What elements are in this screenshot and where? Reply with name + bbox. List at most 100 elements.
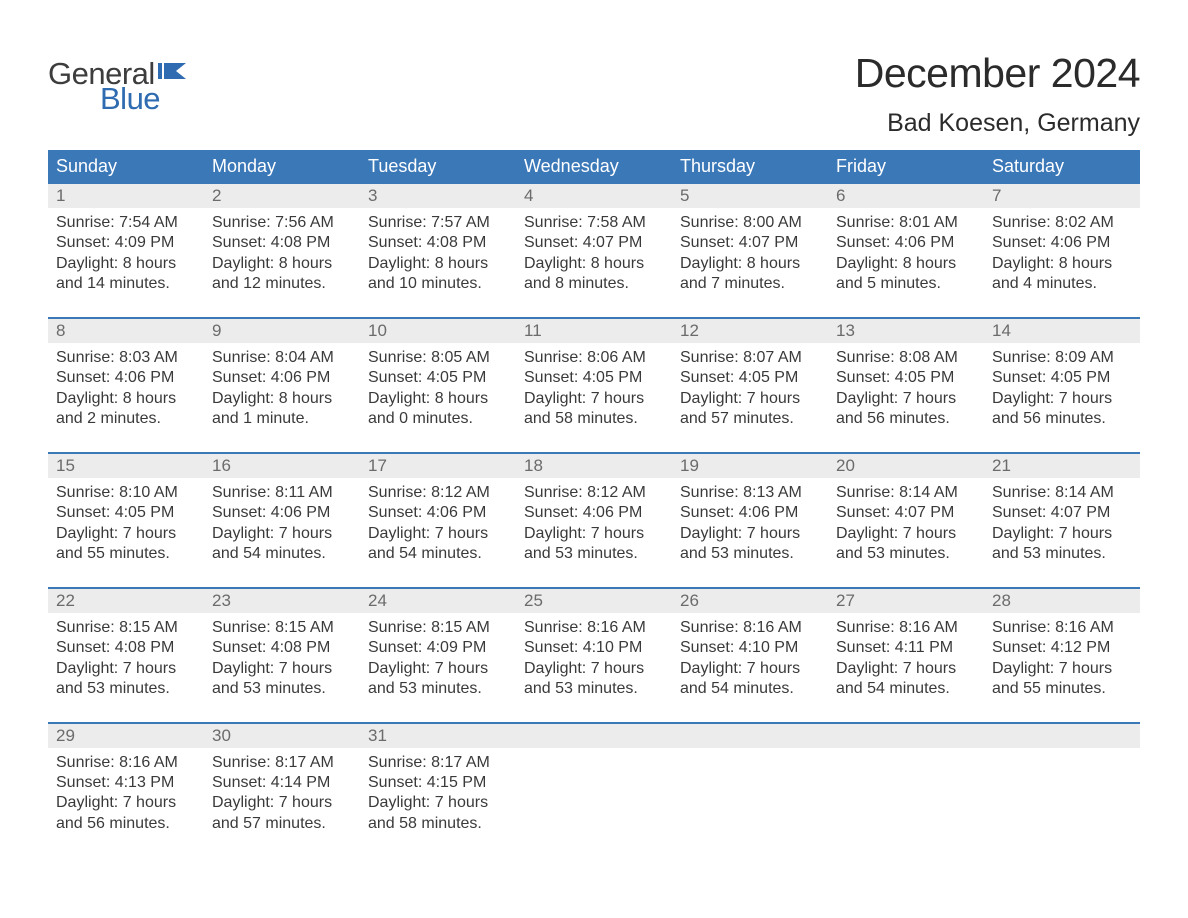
day-details: Sunrise: 8:13 AMSunset: 4:06 PMDaylight:…	[672, 478, 828, 565]
day-sunset: Sunset: 4:06 PM	[524, 503, 664, 523]
day-sunset: Sunset: 4:08 PM	[368, 233, 508, 253]
calendar-day-cell: Sunrise: 8:04 AMSunset: 4:06 PMDaylight:…	[204, 343, 360, 430]
day-daylight2: and 4 minutes.	[992, 274, 1132, 294]
day-number: 26	[672, 589, 828, 613]
day-number: 6	[828, 184, 984, 208]
week-spacer	[48, 430, 1140, 452]
day-sunset: Sunset: 4:07 PM	[524, 233, 664, 253]
day-sunrise: Sunrise: 8:02 AM	[992, 213, 1132, 233]
logo-text-blue: Blue	[100, 83, 188, 114]
day-sunset: Sunset: 4:05 PM	[836, 368, 976, 388]
day-data-row: Sunrise: 8:10 AMSunset: 4:05 PMDaylight:…	[48, 478, 1140, 565]
day-number-row: 891011121314	[48, 319, 1140, 343]
calendar-day-cell	[984, 748, 1140, 835]
day-sunrise: Sunrise: 8:16 AM	[836, 618, 976, 638]
day-daylight1: Daylight: 7 hours	[992, 389, 1132, 409]
day-details: Sunrise: 8:16 AMSunset: 4:10 PMDaylight:…	[516, 613, 672, 700]
day-details: Sunrise: 8:17 AMSunset: 4:14 PMDaylight:…	[204, 748, 360, 835]
day-daylight1: Daylight: 7 hours	[992, 524, 1132, 544]
calendar-day-cell: Sunrise: 7:56 AMSunset: 4:08 PMDaylight:…	[204, 208, 360, 295]
calendar-day-cell: Sunrise: 8:05 AMSunset: 4:05 PMDaylight:…	[360, 343, 516, 430]
day-number: 21	[984, 454, 1140, 478]
dow-saturday: Saturday	[984, 150, 1140, 184]
day-daylight2: and 56 minutes.	[992, 409, 1132, 429]
week-spacer	[48, 295, 1140, 317]
day-daylight2: and 57 minutes.	[212, 814, 352, 834]
day-details: Sunrise: 8:12 AMSunset: 4:06 PMDaylight:…	[360, 478, 516, 565]
day-sunrise: Sunrise: 8:12 AM	[368, 483, 508, 503]
day-daylight1: Daylight: 7 hours	[680, 524, 820, 544]
day-daylight1: Daylight: 7 hours	[368, 659, 508, 679]
day-number: 27	[828, 589, 984, 613]
day-details: Sunrise: 8:09 AMSunset: 4:05 PMDaylight:…	[984, 343, 1140, 430]
calendar-week: 15161718192021Sunrise: 8:10 AMSunset: 4:…	[48, 452, 1140, 587]
day-daylight1: Daylight: 8 hours	[992, 254, 1132, 274]
day-number: 3	[360, 184, 516, 208]
day-data-row: Sunrise: 8:03 AMSunset: 4:06 PMDaylight:…	[48, 343, 1140, 430]
title-block: December 2024 Bad Koesen, Germany	[855, 50, 1140, 138]
day-sunset: Sunset: 4:15 PM	[368, 773, 508, 793]
day-details: Sunrise: 8:01 AMSunset: 4:06 PMDaylight:…	[828, 208, 984, 295]
day-number	[672, 724, 828, 748]
day-number: 11	[516, 319, 672, 343]
day-sunrise: Sunrise: 8:05 AM	[368, 348, 508, 368]
page-header: General Blue December 2024 Bad Koesen, G…	[48, 50, 1140, 138]
day-sunset: Sunset: 4:06 PM	[56, 368, 196, 388]
day-details	[672, 748, 828, 753]
day-details: Sunrise: 7:56 AMSunset: 4:08 PMDaylight:…	[204, 208, 360, 295]
day-daylight2: and 1 minute.	[212, 409, 352, 429]
day-sunrise: Sunrise: 8:17 AM	[212, 753, 352, 773]
day-number: 23	[204, 589, 360, 613]
day-number: 13	[828, 319, 984, 343]
day-sunrise: Sunrise: 8:17 AM	[368, 753, 508, 773]
day-number: 9	[204, 319, 360, 343]
day-details: Sunrise: 8:15 AMSunset: 4:09 PMDaylight:…	[360, 613, 516, 700]
calendar-day-cell: Sunrise: 7:58 AMSunset: 4:07 PMDaylight:…	[516, 208, 672, 295]
day-sunrise: Sunrise: 7:58 AM	[524, 213, 664, 233]
day-number: 22	[48, 589, 204, 613]
day-sunrise: Sunrise: 7:57 AM	[368, 213, 508, 233]
day-daylight1: Daylight: 7 hours	[680, 659, 820, 679]
calendar-day-cell: Sunrise: 8:07 AMSunset: 4:05 PMDaylight:…	[672, 343, 828, 430]
day-sunrise: Sunrise: 8:16 AM	[680, 618, 820, 638]
day-daylight1: Daylight: 7 hours	[524, 659, 664, 679]
day-details: Sunrise: 8:11 AMSunset: 4:06 PMDaylight:…	[204, 478, 360, 565]
day-sunrise: Sunrise: 8:16 AM	[524, 618, 664, 638]
day-daylight2: and 53 minutes.	[56, 679, 196, 699]
day-number: 5	[672, 184, 828, 208]
calendar-day-cell: Sunrise: 8:11 AMSunset: 4:06 PMDaylight:…	[204, 478, 360, 565]
day-sunset: Sunset: 4:06 PM	[212, 503, 352, 523]
calendar-week: 1234567Sunrise: 7:54 AMSunset: 4:09 PMDa…	[48, 184, 1140, 317]
day-details: Sunrise: 8:00 AMSunset: 4:07 PMDaylight:…	[672, 208, 828, 295]
day-number-row: 293031	[48, 724, 1140, 748]
day-daylight2: and 53 minutes.	[836, 544, 976, 564]
day-details: Sunrise: 8:15 AMSunset: 4:08 PMDaylight:…	[204, 613, 360, 700]
day-sunset: Sunset: 4:10 PM	[680, 638, 820, 658]
day-number: 28	[984, 589, 1140, 613]
day-sunset: Sunset: 4:06 PM	[368, 503, 508, 523]
day-sunset: Sunset: 4:05 PM	[524, 368, 664, 388]
day-details: Sunrise: 8:16 AMSunset: 4:10 PMDaylight:…	[672, 613, 828, 700]
day-daylight2: and 56 minutes.	[56, 814, 196, 834]
day-number-row: 22232425262728	[48, 589, 1140, 613]
day-daylight1: Daylight: 7 hours	[524, 524, 664, 544]
calendar-day-cell	[516, 748, 672, 835]
day-details: Sunrise: 7:54 AMSunset: 4:09 PMDaylight:…	[48, 208, 204, 295]
dow-tuesday: Tuesday	[360, 150, 516, 184]
day-sunset: Sunset: 4:09 PM	[368, 638, 508, 658]
day-sunrise: Sunrise: 8:01 AM	[836, 213, 976, 233]
day-sunset: Sunset: 4:05 PM	[368, 368, 508, 388]
day-daylight2: and 0 minutes.	[368, 409, 508, 429]
day-details	[984, 748, 1140, 753]
day-details: Sunrise: 8:14 AMSunset: 4:07 PMDaylight:…	[984, 478, 1140, 565]
day-data-row: Sunrise: 8:16 AMSunset: 4:13 PMDaylight:…	[48, 748, 1140, 835]
day-daylight2: and 54 minutes.	[212, 544, 352, 564]
day-sunset: Sunset: 4:08 PM	[212, 638, 352, 658]
day-sunset: Sunset: 4:09 PM	[56, 233, 196, 253]
day-daylight1: Daylight: 8 hours	[680, 254, 820, 274]
day-daylight2: and 14 minutes.	[56, 274, 196, 294]
day-number: 31	[360, 724, 516, 748]
day-daylight1: Daylight: 8 hours	[368, 389, 508, 409]
day-sunset: Sunset: 4:05 PM	[680, 368, 820, 388]
calendar-day-cell: Sunrise: 8:06 AMSunset: 4:05 PMDaylight:…	[516, 343, 672, 430]
